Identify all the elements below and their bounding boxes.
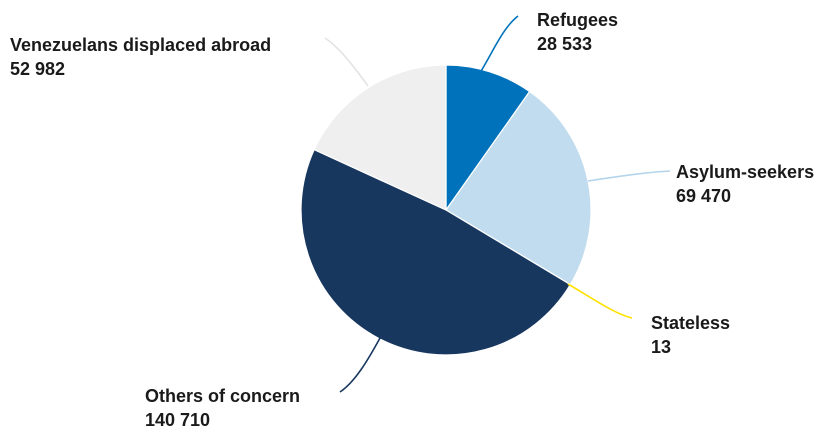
label-refugees-name: Refugees (537, 10, 619, 30)
label-others-of-concern: Others of concern 140 710 (145, 384, 300, 432)
pie-slice-refugees (445, 64, 531, 212)
label-stateless-value: 13 (651, 337, 672, 357)
leader-line-asylum-seekers (587, 170, 671, 182)
label-asylum-seekers-name: Asylum-seekers (676, 162, 815, 182)
label-stateless-name: Stateless (651, 313, 731, 333)
pie-slice-venezuelans-displaced-abroad (313, 64, 447, 211)
leader-line-venezuelans-displaced-abroad (324, 37, 369, 87)
label-asylum-seekers: Asylum-seekers 69 470 (676, 160, 814, 208)
label-venezuelans-displaced-abroad: Venezuelans displaced abroad 52 982 (10, 33, 271, 81)
label-venezuelans-displaced-abroad-value: 52 982 (10, 59, 66, 79)
pie-slice-asylum-seekers (445, 90, 592, 286)
label-others-of-concern-value: 140 710 (145, 410, 211, 430)
label-asylum-seekers-value: 69 470 (676, 186, 732, 206)
leader-line-refugees (470, 15, 519, 88)
leader-line-others-of-concern (339, 337, 381, 393)
label-others-of-concern-name: Others of concern (145, 386, 301, 406)
label-refugees: Refugees 28 533 (537, 8, 618, 56)
leader-line-stateless (567, 283, 633, 319)
pie-slice-others-of-concern (300, 148, 572, 356)
label-stateless: Stateless 13 (651, 311, 730, 359)
label-refugees-value: 28 533 (537, 34, 593, 54)
label-venezuelans-displaced-abroad-name: Venezuelans displaced abroad (10, 35, 272, 55)
